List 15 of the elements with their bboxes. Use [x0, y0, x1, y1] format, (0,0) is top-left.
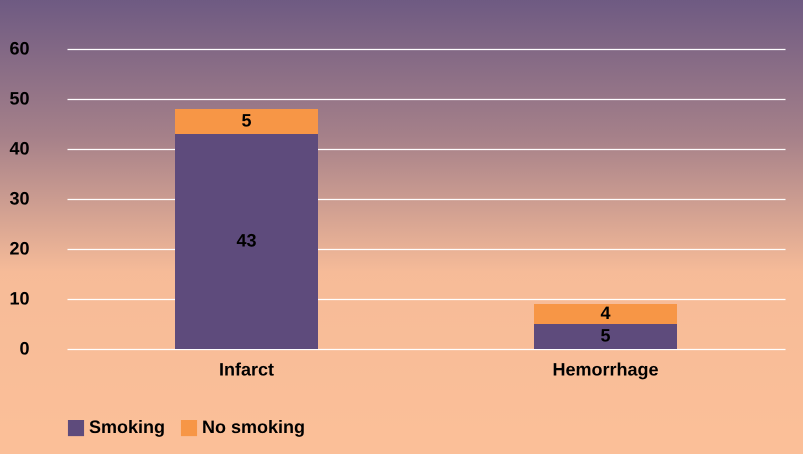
y-tick-label: 0	[19, 338, 30, 358]
y-tick-label: 20	[9, 238, 30, 258]
y-tick-label: 30	[9, 188, 30, 208]
data-label: 4	[600, 303, 611, 323]
x-tick-label: Hemorrhage	[552, 360, 659, 380]
x-tick-label: Infarct	[218, 360, 274, 380]
y-tick-label: 40	[9, 138, 30, 158]
y-tick-label: 50	[9, 88, 30, 108]
legend-label: Smoking	[89, 417, 166, 437]
data-label: 5	[600, 326, 611, 346]
data-label: 43	[236, 230, 257, 250]
data-label: 5	[241, 110, 252, 130]
legend-label: No smoking	[202, 417, 306, 437]
y-tick-label: 10	[9, 288, 30, 308]
y-tick-label: 60	[9, 38, 30, 58]
